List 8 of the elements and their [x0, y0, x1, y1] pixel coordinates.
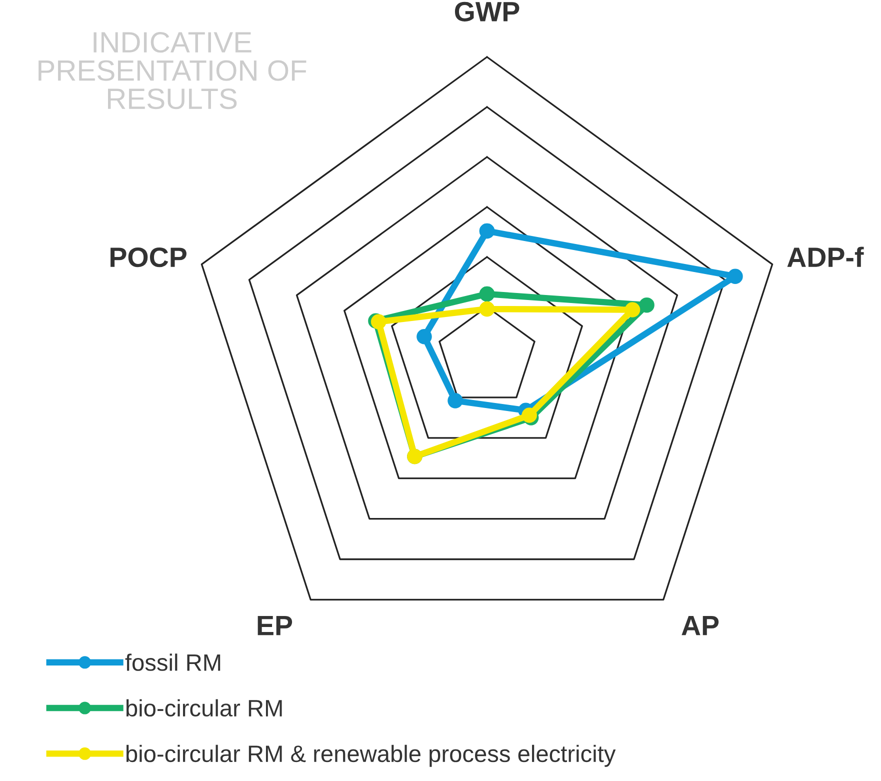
spoke-label: ADP-f [787, 246, 864, 267]
legend-label: bio-circular RM [126, 699, 282, 717]
spoke-label: POCP [110, 247, 186, 268]
legend-label: bio-circular RM & renewable process electricity [126, 744, 616, 767]
legend-label: fossil RM [125, 654, 220, 671]
spoke-label: EP [258, 616, 292, 636]
spoke-label: AP [682, 616, 719, 636]
spoke-label: GWP [454, 2, 520, 22]
